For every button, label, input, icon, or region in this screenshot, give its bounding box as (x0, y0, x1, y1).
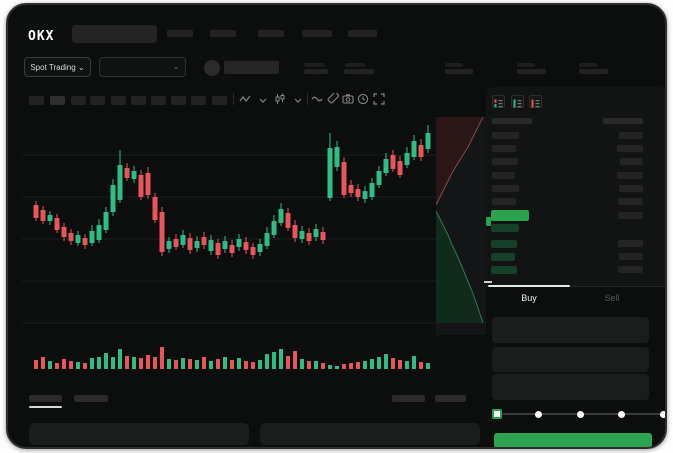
bid-row-1[interactable] (491, 224, 519, 232)
stat-label-3 (445, 63, 463, 67)
orderbook-col-header-left (492, 118, 532, 124)
scroll-marker (484, 281, 492, 283)
ask-row-value-6 (618, 198, 643, 205)
orderbook-rows (488, 91, 665, 291)
orderbook-split-icon[interactable] (492, 95, 505, 108)
bid-row-value-4 (618, 266, 643, 273)
tab-sell[interactable]: Sell (604, 293, 620, 303)
bottom-active-tab-indicator (29, 406, 62, 408)
nav-item-5[interactable] (348, 30, 377, 37)
timeframe-button-2[interactable] (50, 96, 65, 105)
amount-input[interactable] (492, 347, 649, 372)
orderbook-asks-icon[interactable] (529, 95, 542, 108)
bottom-tab-1[interactable] (29, 395, 62, 402)
ask-row-5[interactable] (492, 185, 519, 192)
chevron-down-icon[interactable] (257, 94, 269, 106)
timeframe-button-10[interactable] (212, 96, 227, 105)
volume-chart[interactable] (22, 335, 438, 370)
nav-item-2[interactable] (210, 30, 236, 37)
current-price-value (618, 212, 643, 219)
ask-row-value-5 (619, 185, 643, 192)
timeframe-button-3[interactable] (71, 96, 86, 105)
ask-row-1[interactable] (492, 132, 519, 139)
stat-label-1 (304, 63, 325, 67)
ask-row-value-4 (617, 172, 643, 179)
pair-selector[interactable]: ⌄ (99, 57, 186, 77)
price-input[interactable] (492, 317, 649, 343)
tabbar-divider (486, 286, 665, 287)
app-window: OKX Spot Trading ⌄ ⌄ (6, 3, 667, 449)
amount-slider[interactable] (491, 406, 665, 422)
bottom-panel-left[interactable] (29, 423, 249, 445)
ask-row-value-2 (617, 145, 643, 152)
slider-stop-4[interactable] (659, 410, 665, 418)
stat-value-5 (579, 69, 608, 74)
camera-icon[interactable] (342, 93, 354, 105)
indicator-wave-icon[interactable] (311, 93, 323, 105)
timeframe-button-9[interactable] (191, 96, 206, 105)
stat-value-3 (445, 69, 473, 74)
slider-handle[interactable] (492, 409, 502, 419)
depth-overlay (436, 117, 486, 335)
stat-value-2 (344, 69, 374, 74)
stat-label-5 (579, 63, 598, 67)
toolbar-divider (307, 93, 308, 105)
ask-row-4[interactable] (492, 172, 515, 179)
market-type-selector[interactable]: Spot Trading ⌄ (24, 57, 91, 77)
ask-row-2[interactable] (492, 145, 516, 152)
search-box[interactable] (72, 25, 157, 43)
coin-avatar (204, 60, 220, 76)
bid-row-4[interactable] (491, 266, 517, 274)
ask-row-value-3 (620, 158, 643, 165)
stat-label-2 (345, 63, 365, 67)
stat-value-1 (304, 69, 328, 74)
nav-item-1[interactable] (167, 30, 193, 37)
tab-buy[interactable]: Buy (521, 293, 537, 303)
line-style-icon[interactable] (239, 93, 251, 105)
fullscreen-icon[interactable] (373, 93, 385, 105)
total-input[interactable] (492, 374, 649, 400)
bottom-tab-2[interactable] (74, 395, 108, 402)
bid-row-value-3 (619, 253, 643, 260)
candlestick-chart[interactable] (22, 113, 438, 375)
bid-row-value-2 (618, 240, 643, 247)
measure-icon[interactable] (327, 93, 339, 105)
stat-label-4 (517, 63, 535, 67)
toolbar-divider (233, 93, 234, 105)
timeframe-button-1[interactable] (29, 96, 44, 105)
chevron-down-icon: ⌄ (173, 63, 179, 71)
timeframe-button-4[interactable] (90, 96, 105, 105)
active-tab-indicator (488, 285, 570, 287)
candle-style-icon[interactable] (274, 93, 286, 105)
market-type-label: Spot Trading ⌄ (30, 62, 85, 72)
orderbook-bids-icon[interactable] (511, 95, 524, 108)
slider-stop-3[interactable] (618, 410, 625, 418)
current-price-bar[interactable] (491, 210, 529, 221)
timeframe-button-7[interactable] (151, 96, 166, 105)
ask-row-6[interactable] (492, 198, 516, 205)
timeframe-button-6[interactable] (131, 96, 146, 105)
buy-submit-button[interactable] (494, 433, 652, 447)
time-icon[interactable] (357, 93, 369, 105)
bottom-action-2[interactable] (435, 395, 466, 402)
slider-stop-2[interactable] (576, 410, 584, 418)
bid-row-2[interactable] (491, 240, 517, 248)
chevron-down-icon[interactable] (292, 94, 304, 106)
orderbook-col-header-right (603, 118, 643, 124)
ask-row-value-1 (619, 132, 643, 139)
okx-logo: OKX (28, 29, 55, 44)
bottom-action-1[interactable] (392, 395, 425, 402)
nav-item-3[interactable] (258, 30, 284, 37)
ask-row-3[interactable] (492, 158, 518, 165)
stat-value-4 (517, 69, 546, 74)
slider-stop-1[interactable] (535, 410, 542, 418)
timeframe-button-5[interactable] (111, 96, 126, 105)
bid-row-3[interactable] (491, 253, 515, 261)
price-marker (486, 217, 491, 226)
bottom-panel-right[interactable] (260, 423, 480, 445)
last-price-skeleton (224, 61, 279, 74)
timeframe-button-8[interactable] (171, 96, 186, 105)
nav-item-4[interactable] (302, 30, 332, 37)
